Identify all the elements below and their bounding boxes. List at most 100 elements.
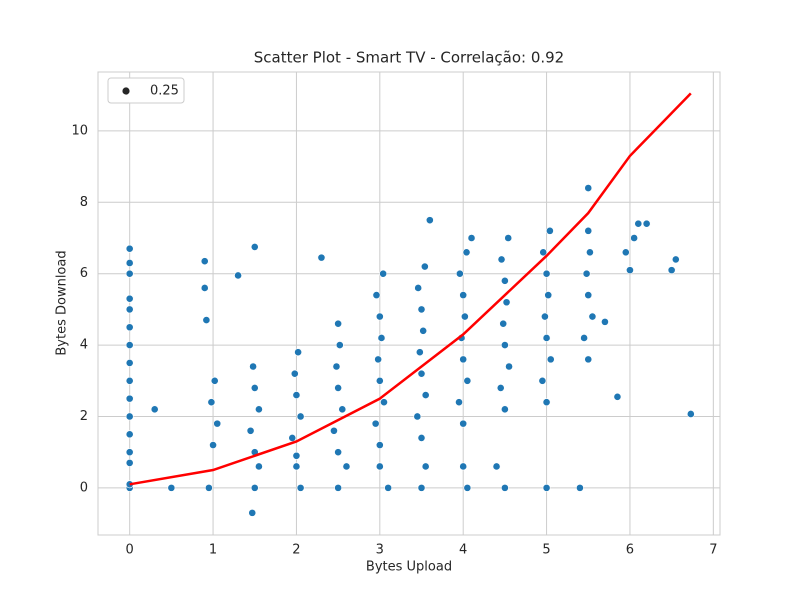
point — [338, 405, 347, 414]
point — [207, 398, 216, 407]
point — [462, 248, 471, 257]
point — [372, 291, 381, 300]
point — [213, 419, 222, 428]
point — [467, 234, 476, 242]
point — [584, 184, 593, 192]
point — [296, 483, 305, 492]
point — [500, 483, 509, 492]
point — [414, 284, 423, 292]
point — [541, 312, 549, 321]
point — [584, 291, 593, 300]
x-tick-label: 5 — [542, 543, 550, 558]
point — [417, 434, 426, 442]
point — [125, 244, 134, 253]
point — [582, 269, 591, 278]
point — [505, 362, 513, 371]
point — [463, 483, 472, 492]
x-tick-label: 1 — [209, 543, 217, 558]
chart-title: Scatter Plot - Smart TV - Correlação: 0.… — [254, 49, 564, 67]
point — [292, 391, 301, 399]
point — [413, 412, 422, 421]
point — [125, 269, 134, 278]
point — [455, 269, 464, 278]
point — [125, 323, 134, 332]
point — [204, 483, 213, 492]
fit-curve — [129, 92, 692, 486]
point — [586, 248, 594, 257]
point — [576, 483, 584, 492]
point — [601, 317, 609, 326]
point — [499, 319, 508, 328]
y-axis-label: Bytes Download — [55, 250, 70, 355]
point — [634, 219, 643, 228]
point — [200, 257, 209, 266]
point — [202, 316, 211, 324]
point — [317, 253, 326, 262]
point — [209, 441, 217, 449]
point — [415, 348, 424, 357]
point — [460, 312, 469, 321]
point — [294, 348, 303, 357]
x-axis-label: Bytes Upload — [366, 560, 452, 575]
point — [459, 419, 468, 428]
point — [210, 376, 219, 385]
point — [588, 312, 597, 321]
point — [580, 334, 588, 342]
point — [255, 462, 263, 471]
point — [250, 483, 259, 492]
point — [455, 398, 463, 407]
point — [539, 248, 548, 257]
point — [546, 226, 554, 235]
point — [497, 255, 506, 264]
x-tick-label: 7 — [709, 543, 717, 558]
x-tick-label: 2 — [292, 543, 300, 558]
point — [417, 369, 426, 378]
y-tick-label: 0 — [80, 480, 88, 495]
x-tick-label: 4 — [459, 543, 467, 558]
point — [584, 226, 593, 235]
point — [125, 376, 134, 385]
point — [167, 483, 176, 492]
point — [335, 341, 344, 349]
point — [288, 434, 297, 442]
point — [296, 412, 305, 421]
point — [250, 384, 259, 392]
point — [626, 266, 634, 275]
point — [374, 355, 383, 364]
point — [542, 483, 551, 492]
point — [667, 266, 676, 275]
point — [500, 276, 509, 285]
point — [334, 319, 343, 328]
point — [420, 262, 429, 271]
point — [546, 355, 555, 364]
point — [496, 384, 505, 392]
point — [125, 294, 134, 303]
legend-box — [107, 77, 185, 104]
point — [377, 334, 386, 342]
point — [630, 234, 639, 242]
point — [375, 312, 384, 321]
point — [290, 369, 299, 378]
y-tick-label: 8 — [80, 195, 88, 210]
point — [125, 359, 134, 367]
point — [292, 451, 301, 460]
point — [425, 216, 434, 225]
point — [613, 392, 622, 401]
point — [330, 426, 338, 435]
point — [502, 298, 511, 307]
point — [500, 341, 509, 349]
point — [500, 405, 509, 414]
point — [334, 384, 343, 392]
point — [417, 483, 426, 492]
point — [375, 376, 384, 385]
point — [375, 462, 384, 471]
point — [375, 441, 384, 449]
point — [292, 462, 301, 471]
point — [384, 483, 393, 492]
point — [125, 448, 134, 457]
point — [125, 259, 134, 267]
point — [150, 405, 159, 414]
point — [542, 269, 551, 278]
point — [125, 412, 134, 421]
